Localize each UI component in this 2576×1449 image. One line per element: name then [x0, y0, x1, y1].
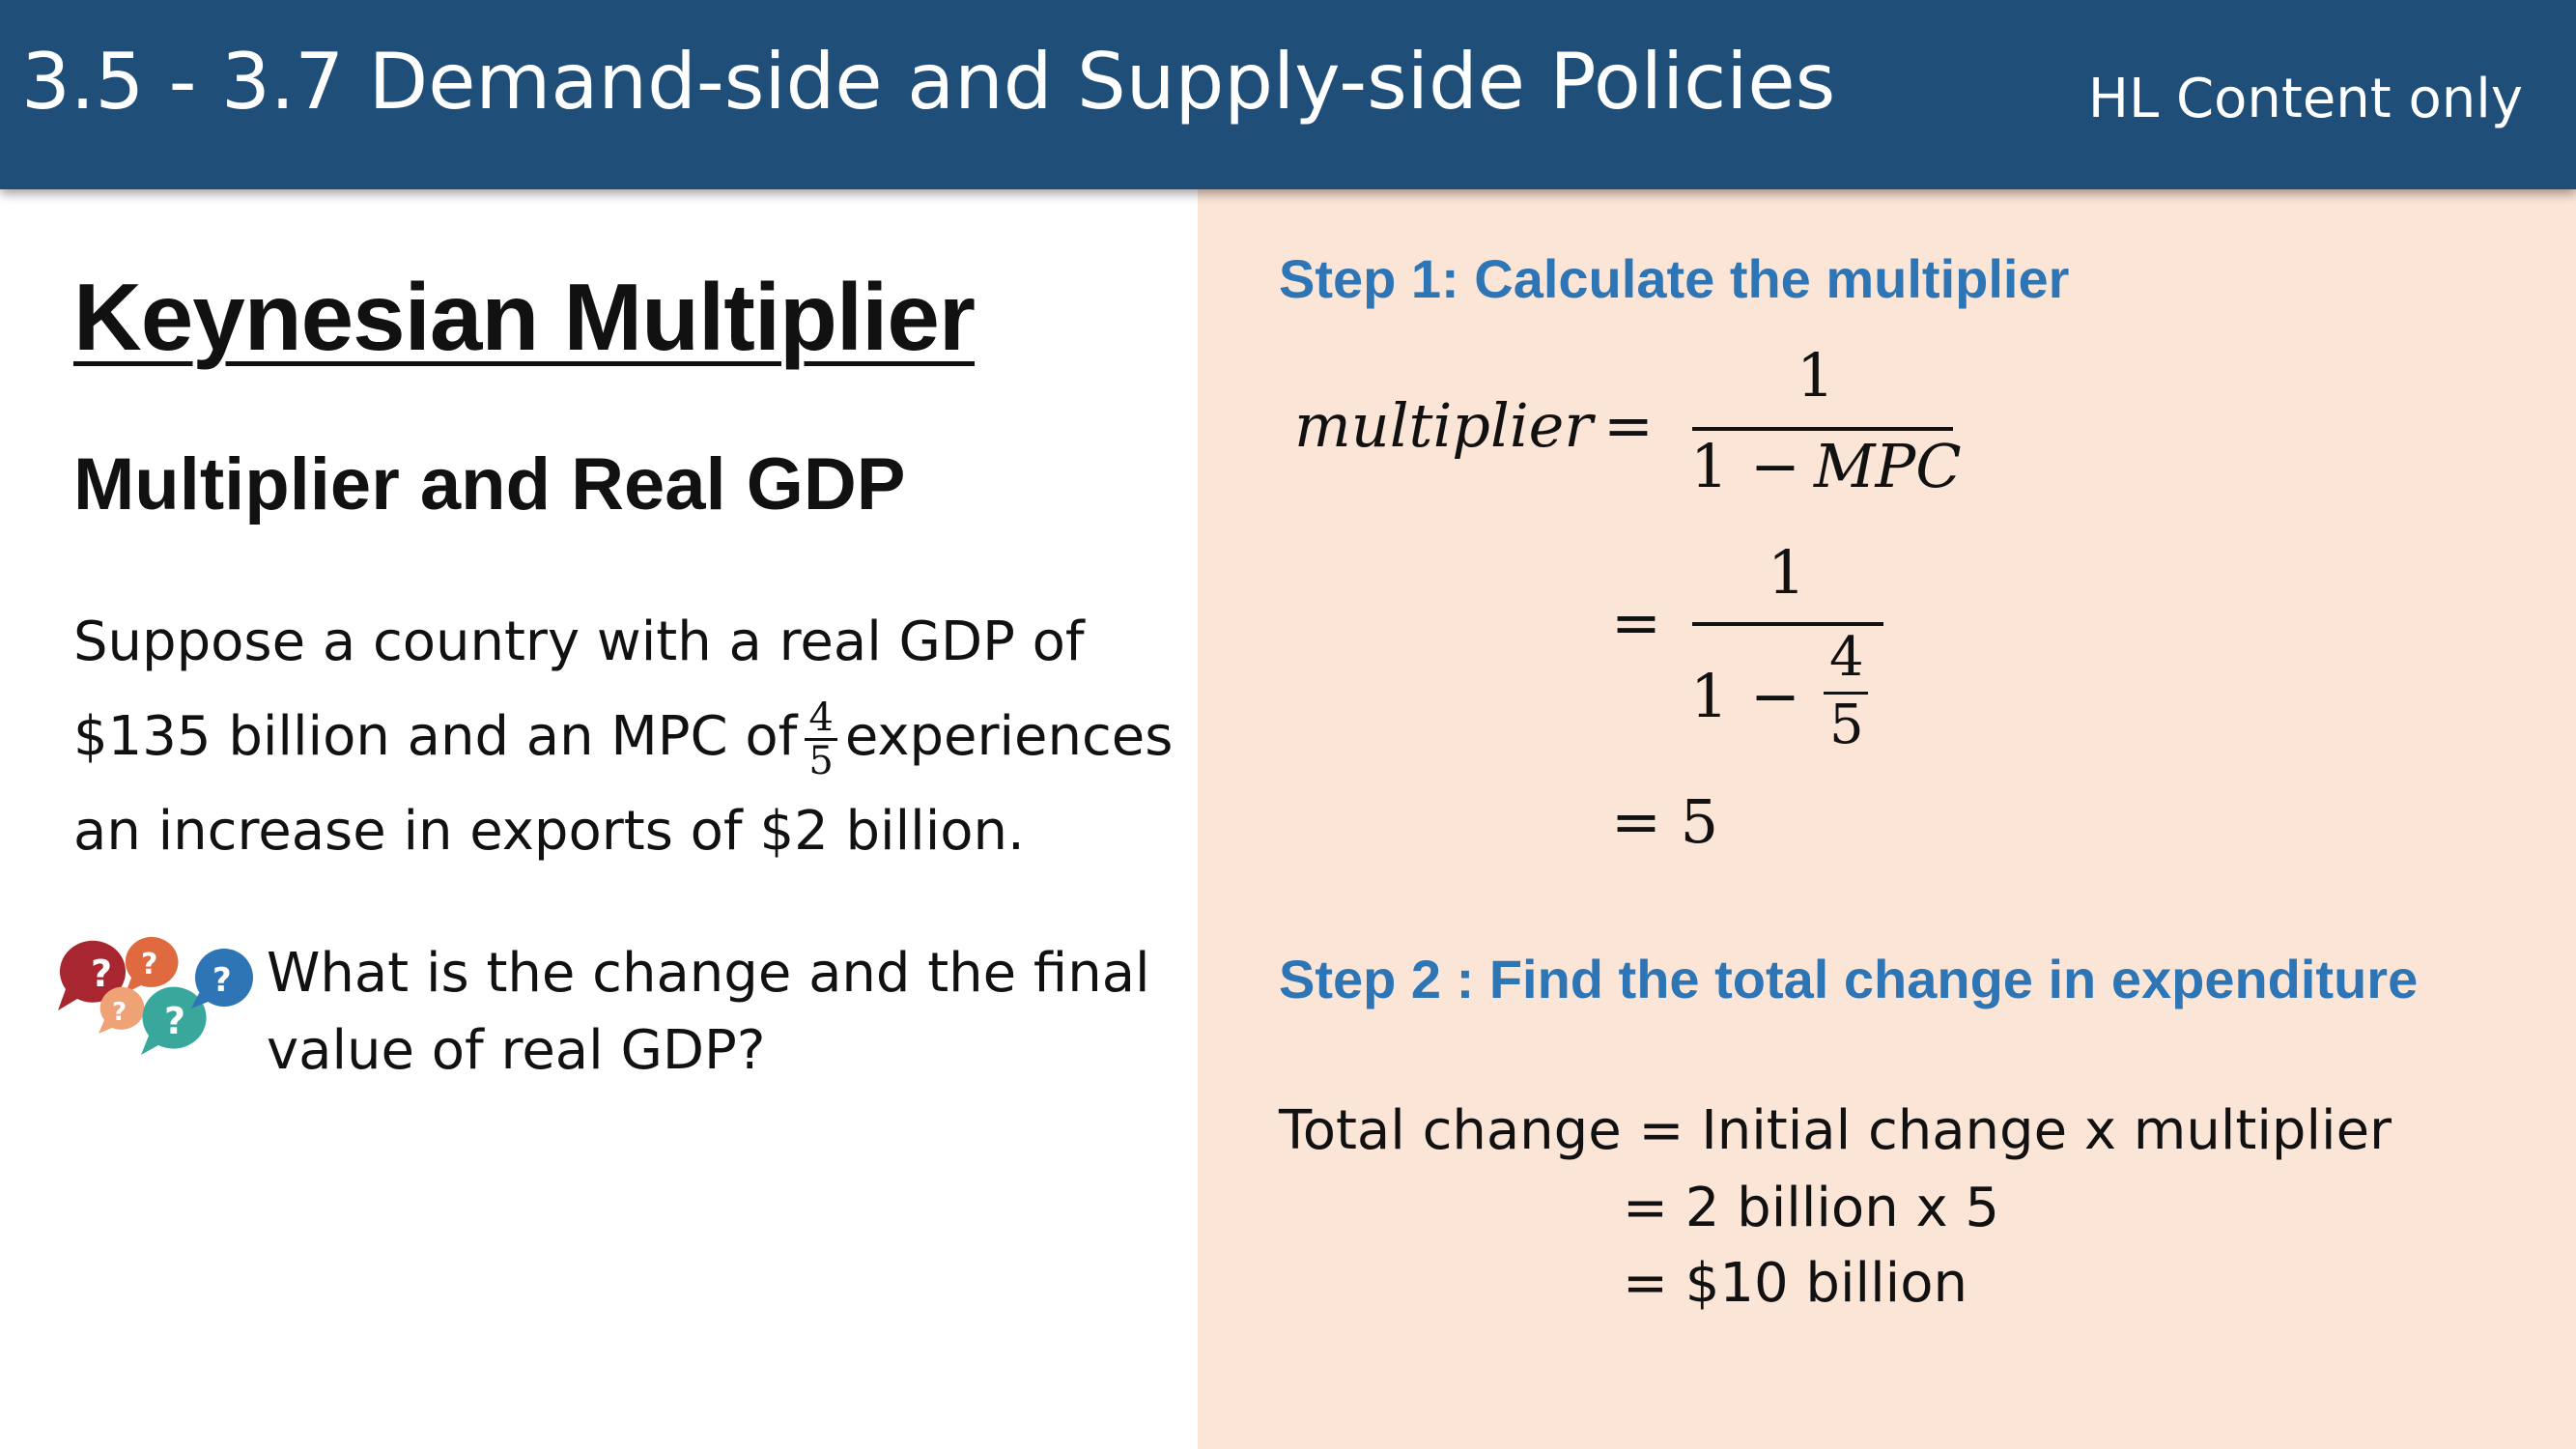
svg-text:?: ? — [141, 948, 157, 981]
calc-line-2: = 2 billion x 5 — [1623, 1177, 2000, 1239]
sub-mpc-fraction-bar — [1824, 692, 1868, 695]
paragraph-line-3: an increase in exports of $2 billion. — [73, 800, 1025, 863]
sub-denominator-one: 1 — [1690, 661, 1729, 731]
problem-paragraph: Suppose a country with a real GDP of $13… — [73, 595, 1184, 879]
left-content: Keynesian Multiplier Multiplier and Real… — [0, 189, 1198, 1449]
sub-mpc-denominator: 5 — [1829, 694, 1864, 756]
section-subtitle: Multiplier and Real GDP — [73, 443, 906, 526]
mpc-numerator: 4 — [805, 697, 837, 742]
header-tag: HL Content only — [2087, 68, 2523, 130]
page-title: Keynesian Multiplier — [73, 264, 976, 370]
paragraph-line-1: Suppose a country with a real GDP of — [73, 611, 1085, 673]
svg-text:?: ? — [212, 961, 232, 1000]
sub-minus: − — [1750, 661, 1800, 731]
formula-equals: = — [1603, 390, 1654, 461]
svg-text:?: ? — [112, 998, 127, 1027]
solution-panel: Step 1: Calculate the multiplier multipl… — [1198, 189, 2576, 1449]
paragraph-line-2-after: experiences — [844, 705, 1174, 768]
mpc-denominator: 5 — [808, 739, 834, 784]
formula-numerator: 1 — [1797, 340, 1835, 411]
slide-header: 3.5 - 3.7 Demand-side and Supply-side Po… — [0, 0, 2576, 189]
formula-fraction-bar — [1692, 427, 1953, 431]
sub-mpc-numerator: 4 — [1829, 626, 1864, 689]
calc-line-3: = $10 billion — [1623, 1252, 1967, 1315]
svg-text:?: ? — [91, 952, 112, 995]
calc-line-1: Total change = Initial change x multipli… — [1279, 1099, 2392, 1162]
sub-fraction-bar — [1692, 622, 1883, 626]
svg-text:?: ? — [164, 1000, 185, 1042]
step-2-heading: Step 2 : Find the total change in expend… — [1279, 949, 2419, 1009]
question-text: What is the change and the final value o… — [267, 942, 1150, 1082]
formula-mpc: MPC — [1814, 431, 1962, 501]
paragraph-line-2: $135 billion and an MPC of 4 5 experiences — [73, 690, 1184, 784]
paragraph-line-2-before: $135 billion and an MPC of — [73, 705, 798, 768]
formula-minus: − — [1750, 431, 1800, 501]
multiplier-result: = 5 — [1611, 786, 1719, 857]
formula-denominator-one: 1 — [1690, 431, 1729, 501]
sub-numerator: 1 — [1768, 537, 1806, 608]
header-title: 3.5 - 3.7 Demand-side and Supply-side Po… — [21, 37, 1836, 127]
sub-equals: = — [1611, 587, 1661, 658]
question-bubbles-icon: ? ? ? ? ? — [58, 936, 253, 1055]
formula-lhs: multiplier — [1294, 390, 1593, 461]
step-1-heading: Step 1: Calculate the multiplier — [1279, 248, 2070, 309]
